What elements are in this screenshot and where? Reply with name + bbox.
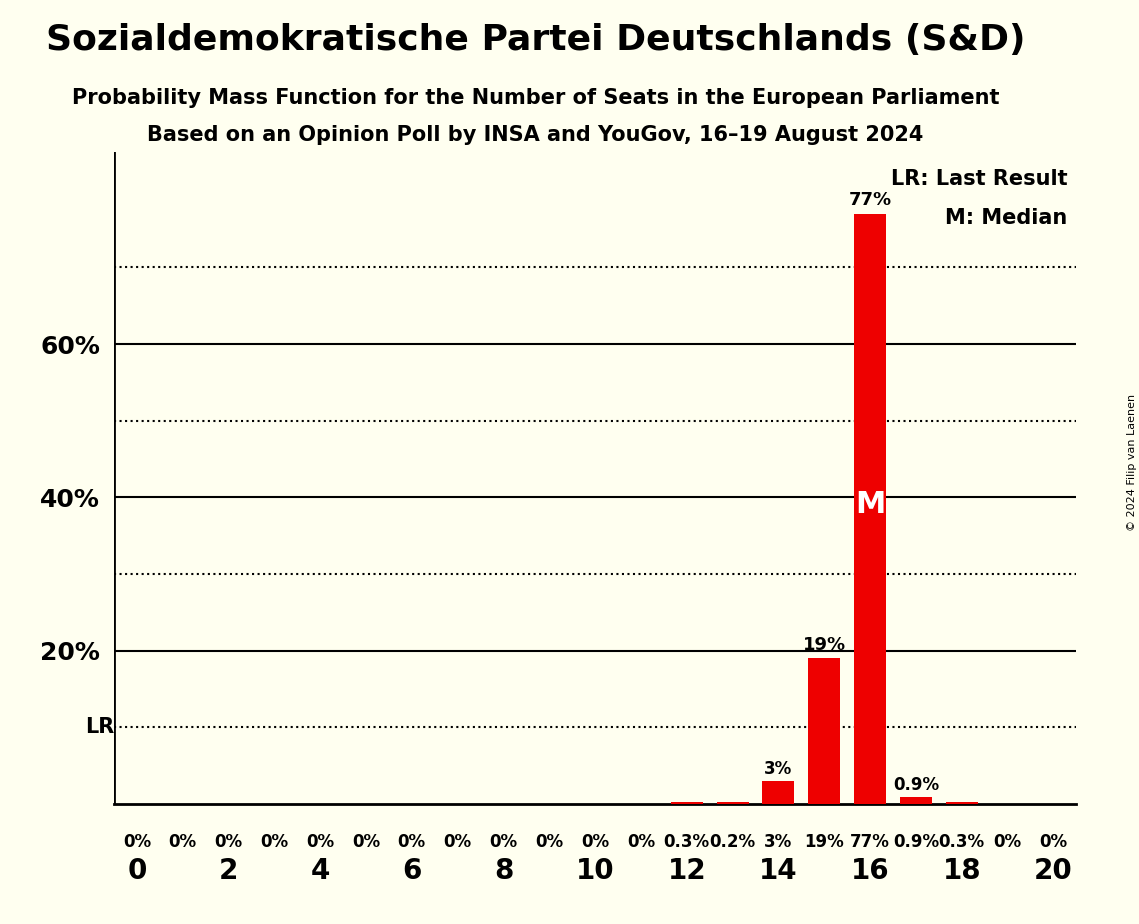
Text: 0%: 0% [123, 833, 150, 851]
Text: Based on an Opinion Poll by INSA and YouGov, 16–19 August 2024: Based on an Opinion Poll by INSA and You… [147, 125, 924, 145]
Bar [900, 797, 932, 804]
Text: M: Median: M: Median [945, 208, 1067, 227]
Text: 0%: 0% [443, 833, 472, 851]
Text: 0%: 0% [260, 833, 288, 851]
Text: M: M [855, 491, 885, 519]
Text: 0%: 0% [214, 833, 243, 851]
Text: 0%: 0% [993, 833, 1022, 851]
Text: Sozialdemokratische Partei Deutschlands (S&D): Sozialdemokratische Partei Deutschlands … [46, 23, 1025, 57]
Text: 0%: 0% [352, 833, 380, 851]
Text: LR: Last Result: LR: Last Result [891, 169, 1067, 189]
Bar [671, 802, 703, 804]
Text: 0%: 0% [1040, 833, 1067, 851]
Text: 0%: 0% [306, 833, 334, 851]
Text: 0.9%: 0.9% [893, 833, 939, 851]
Text: 0%: 0% [535, 833, 564, 851]
Text: 0.3%: 0.3% [664, 833, 710, 851]
Text: 0%: 0% [626, 833, 655, 851]
Text: 0%: 0% [490, 833, 517, 851]
Text: © 2024 Filip van Laenen: © 2024 Filip van Laenen [1126, 394, 1137, 530]
Text: 77%: 77% [850, 833, 890, 851]
Text: 0.9%: 0.9% [893, 776, 939, 794]
Bar [809, 658, 841, 804]
Text: 0.3%: 0.3% [939, 833, 985, 851]
Text: Probability Mass Function for the Number of Seats in the European Parliament: Probability Mass Function for the Number… [72, 88, 999, 108]
Bar [716, 802, 748, 804]
Text: 19%: 19% [804, 833, 844, 851]
Text: 3%: 3% [764, 760, 793, 778]
Text: 3%: 3% [764, 833, 793, 851]
Text: 0%: 0% [581, 833, 609, 851]
Text: 0%: 0% [398, 833, 426, 851]
Bar [945, 802, 977, 804]
Text: 0.2%: 0.2% [710, 833, 755, 851]
Text: 77%: 77% [849, 191, 892, 209]
Text: 19%: 19% [803, 636, 846, 653]
Bar [762, 781, 795, 804]
Text: 0%: 0% [169, 833, 197, 851]
Text: LR: LR [84, 717, 114, 737]
Bar [854, 213, 886, 804]
